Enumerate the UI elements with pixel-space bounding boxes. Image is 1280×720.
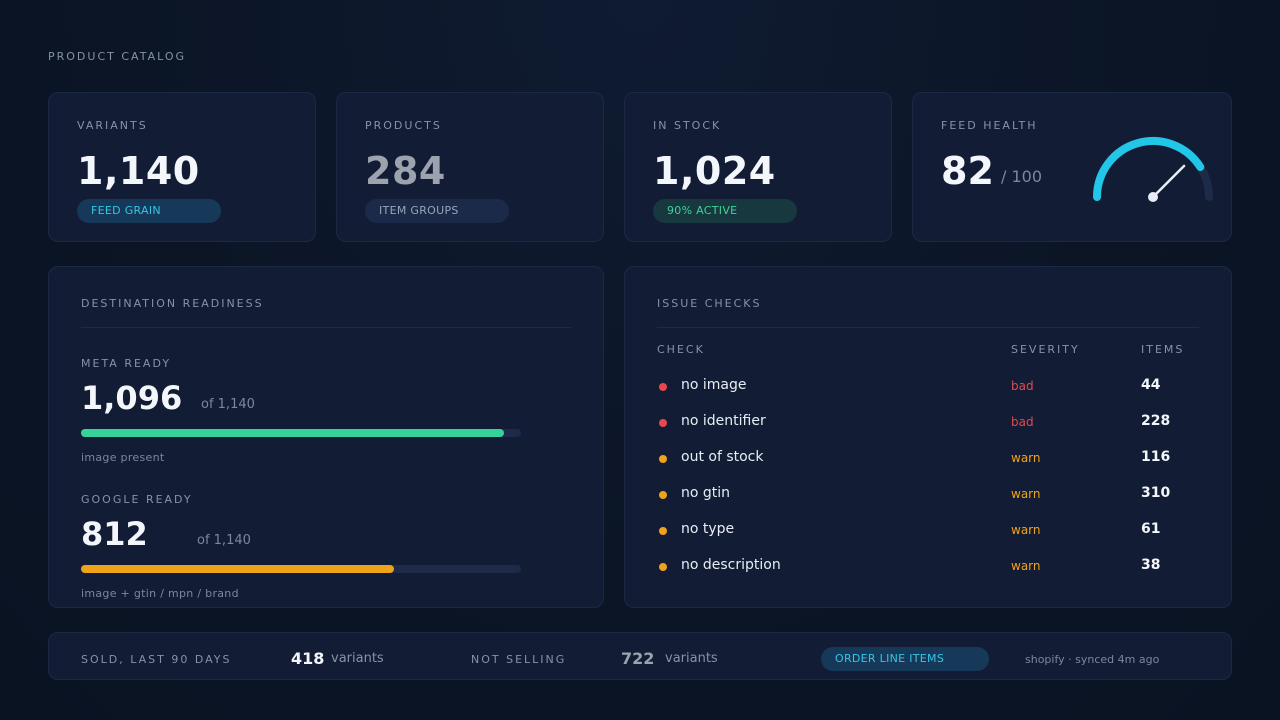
kpi-badge: FEED GRAIN — [77, 199, 221, 223]
meta-ready-progress-fill — [81, 429, 504, 437]
google-ready-progress-fill — [81, 565, 395, 573]
table-row[interactable]: out of stock warn 116 — [657, 449, 1199, 469]
kpi-badge: ITEM GROUPS — [365, 199, 509, 223]
check-name: no image — [681, 377, 747, 393]
gauge-hub — [1148, 192, 1158, 202]
google-ready-label: GOOGLE READY — [81, 493, 193, 506]
check-name: out of stock — [681, 449, 764, 465]
table-row[interactable]: no description warn 38 — [657, 557, 1199, 577]
kpi-card-products: PRODUCTS 284 ITEM GROUPS — [336, 92, 604, 242]
severity-dot — [659, 419, 667, 427]
kpi-badge: 90% ACTIVE — [653, 199, 797, 223]
severity-label: warn — [1011, 523, 1041, 537]
table-row[interactable]: no identifier bad 228 — [657, 413, 1199, 433]
severity-dot — [659, 563, 667, 571]
google-ready-value: 812 — [81, 515, 148, 553]
item-count: 116 — [1141, 449, 1171, 465]
meta-ready-note: image present — [81, 451, 165, 464]
sold-label: SOLD, LAST 90 DAYS — [81, 653, 232, 666]
kpi-label: PRODUCTS — [365, 119, 442, 132]
panel-title: ISSUE CHECKS — [657, 297, 762, 310]
kpi-value: 1,024 — [653, 149, 776, 193]
column-header-severity: SEVERITY — [1011, 343, 1080, 356]
gauge-fill — [1093, 137, 1205, 201]
severity-dot — [659, 455, 667, 463]
severity-dot — [659, 527, 667, 535]
issue-checks-panel: ISSUE CHECKS CHECK SEVERITY ITEMS no ima… — [624, 266, 1232, 608]
meta-ready-label: META READY — [81, 357, 172, 370]
severity-label: bad — [1011, 415, 1034, 429]
google-ready-total: of 1,140 — [197, 533, 251, 548]
sync-status: shopify · synced 4m ago — [1025, 653, 1160, 666]
panel-title: DESTINATION READINESS — [81, 297, 264, 310]
column-header-check: CHECK — [657, 343, 705, 356]
kpi-value: 284 — [365, 149, 446, 193]
table-row[interactable]: no gtin warn 310 — [657, 485, 1199, 505]
page-title: PRODUCT CATALOG — [48, 50, 187, 63]
severity-dot — [659, 383, 667, 391]
feed-health-gauge — [1093, 137, 1213, 202]
google-ready-progress — [81, 565, 521, 573]
not-selling-unit: variants — [665, 651, 718, 666]
severity-label: warn — [1011, 487, 1041, 501]
column-header-items: ITEMS — [1141, 343, 1185, 356]
item-count: 61 — [1141, 521, 1161, 537]
severity-dot — [659, 491, 667, 499]
sold-value: 418 — [291, 649, 325, 668]
item-count: 310 — [1141, 485, 1171, 501]
kpi-label: IN STOCK — [653, 119, 722, 132]
kpi-value: 1,140 — [77, 149, 200, 193]
kpi-label: VARIANTS — [77, 119, 148, 132]
gauge-track — [1093, 137, 1213, 201]
check-name: no type — [681, 521, 735, 537]
severity-label: warn — [1011, 559, 1041, 573]
divider — [81, 327, 571, 328]
health-score: 82 — [941, 149, 994, 193]
destination-readiness-panel: DESTINATION READINESS META READY 1,096 o… — [48, 266, 604, 608]
sales-summary-bar: SOLD, LAST 90 DAYS 418 variants NOT SELL… — [48, 632, 1232, 680]
meta-ready-total: of 1,140 — [201, 397, 255, 412]
gauge-needle — [1151, 164, 1186, 199]
kpi-card-variants: VARIANTS 1,140 FEED GRAIN — [48, 92, 316, 242]
table-row[interactable]: no image bad 44 — [657, 377, 1199, 397]
table-row[interactable]: no type warn 61 — [657, 521, 1199, 541]
kpi-card-in-stock: IN STOCK 1,024 90% ACTIVE — [624, 92, 892, 242]
check-name: no gtin — [681, 485, 731, 501]
meta-ready-progress — [81, 429, 521, 437]
kpi-card-feed-health: FEED HEALTH 82 / 100 — [912, 92, 1232, 242]
item-count: 228 — [1141, 413, 1171, 429]
meta-ready-value: 1,096 — [81, 379, 183, 417]
kpi-label: FEED HEALTH — [941, 119, 1038, 132]
item-count: 38 — [1141, 557, 1161, 573]
item-count: 44 — [1141, 377, 1161, 393]
severity-label: warn — [1011, 451, 1041, 465]
divider — [657, 327, 1199, 328]
health-score-max: / 100 — [1001, 167, 1043, 186]
google-ready-note: image + gtin / mpn / brand — [81, 587, 239, 600]
sold-unit: variants — [331, 651, 384, 666]
check-name: no description — [681, 557, 781, 573]
severity-label: bad — [1011, 379, 1034, 393]
check-name: no identifier — [681, 413, 766, 429]
not-selling-value: 722 — [621, 649, 655, 668]
not-selling-label: NOT SELLING — [471, 653, 567, 666]
order-line-items-badge[interactable]: ORDER LINE ITEMS — [821, 647, 989, 671]
